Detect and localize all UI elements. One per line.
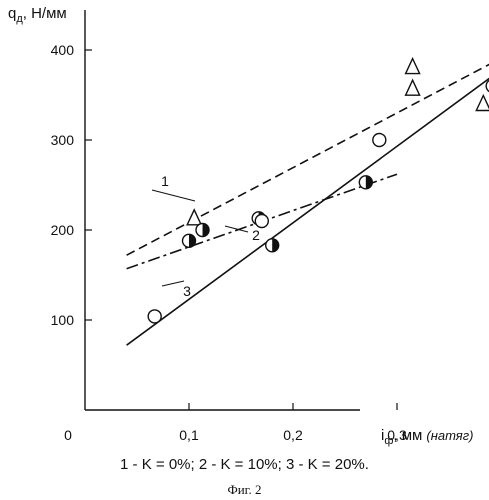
line-label-1: 1 [161, 173, 169, 189]
callout-leader-1 [152, 190, 195, 201]
chart: 1002003004000,10,20,30,40qд, Н/ммiф, мм(… [0, 0, 489, 456]
fit-line-3 [127, 55, 489, 346]
y-tick-label: 400 [51, 42, 75, 58]
circle-marker [148, 310, 161, 323]
line-label-2: 2 [252, 227, 260, 243]
x-axis-title: iф, мм(натяг) [381, 427, 473, 447]
line-label-3: 3 [183, 283, 191, 299]
circle-marker [255, 215, 268, 228]
y-axis-title: qд, Н/мм [8, 5, 67, 25]
x-tick-label: 0,2 [283, 427, 303, 443]
fit-lines [127, 47, 489, 345]
legend-caption: 1 - K = 0%; 2 - K = 10%; 3 - K = 20%. [0, 456, 489, 473]
triangle-marker [476, 96, 489, 111]
x-tick-label: 0,1 [179, 427, 199, 443]
x-axis-subscript: ф [384, 435, 393, 447]
y-tick-label: 300 [51, 132, 75, 148]
triangle-marker [187, 210, 201, 225]
fit-line-1 [127, 47, 489, 255]
origin-label: 0 [64, 427, 72, 443]
y-tick-label: 100 [51, 312, 75, 328]
figure-label: Фиг. 2 [0, 482, 489, 498]
x-axis-unit: , мм [393, 427, 422, 444]
triangle-marker [406, 80, 420, 95]
y-axis-unit: , Н/мм [23, 5, 67, 22]
x-axis-note: (натяг) [426, 428, 473, 443]
circle-marker [373, 134, 386, 147]
triangle-marker [406, 59, 420, 74]
axes [85, 10, 489, 410]
data-markers [148, 59, 489, 323]
y-tick-label: 200 [51, 222, 75, 238]
callout-leader-3 [162, 281, 184, 286]
y-axis-symbol: q [8, 5, 16, 22]
